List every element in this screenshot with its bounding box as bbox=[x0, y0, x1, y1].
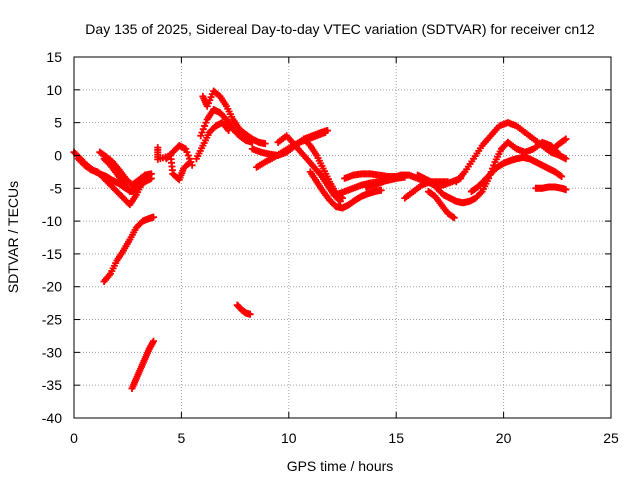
y-tick-label: -30 bbox=[42, 344, 62, 360]
data-point bbox=[377, 186, 385, 194]
grid-lines bbox=[74, 57, 611, 418]
axis-ticks: 0 5 10 15 20 25 15 10 5 0 -5 -10 -15 -20 -25 -30 -35 -40 bbox=[42, 49, 619, 446]
series-arc-22 bbox=[414, 138, 512, 207]
series-arc-25 bbox=[467, 153, 566, 196]
series-arc-10 bbox=[197, 106, 256, 146]
data-point bbox=[126, 188, 134, 196]
data-point bbox=[198, 128, 206, 136]
data-point bbox=[246, 310, 254, 318]
y-tick-label: -20 bbox=[42, 279, 62, 295]
x-tick-label: 25 bbox=[603, 430, 619, 446]
chart-title: Day 135 of 2025, Sidereal Day-to-day VTE… bbox=[85, 21, 595, 37]
x-tick-label: 5 bbox=[178, 430, 186, 446]
data-point bbox=[184, 151, 192, 159]
series-arc-17 bbox=[306, 168, 385, 212]
x-tick-label: 0 bbox=[70, 430, 78, 446]
series-arc-23 bbox=[424, 188, 458, 222]
data-point bbox=[339, 194, 346, 202]
data-point bbox=[558, 172, 566, 180]
series-arc-27 bbox=[532, 183, 570, 194]
x-tick-label: 10 bbox=[281, 430, 297, 446]
series-arc-6 bbox=[128, 337, 157, 392]
data-point bbox=[182, 145, 190, 153]
data-point bbox=[562, 135, 570, 143]
series-arc-4 bbox=[100, 155, 134, 196]
series-arc-5 bbox=[100, 213, 157, 285]
data-point bbox=[444, 178, 452, 186]
data-points bbox=[70, 87, 570, 392]
y-tick-label: -40 bbox=[42, 410, 62, 426]
x-tick-label: 15 bbox=[388, 430, 404, 446]
y-tick-label: 15 bbox=[46, 49, 62, 65]
data-point bbox=[553, 148, 561, 156]
data-point bbox=[449, 213, 457, 221]
series-arc-12 bbox=[233, 301, 254, 318]
y-tick-label: -25 bbox=[42, 312, 62, 328]
x-axis-label: GPS time / hours bbox=[287, 458, 394, 474]
data-point bbox=[450, 214, 458, 222]
data-point bbox=[197, 132, 205, 140]
data-point bbox=[187, 158, 195, 166]
data-point bbox=[147, 170, 155, 178]
y-tick-label: -5 bbox=[50, 180, 63, 196]
y-tick-label: 10 bbox=[46, 82, 62, 98]
data-point bbox=[149, 337, 157, 345]
data-point bbox=[556, 172, 564, 180]
data-point bbox=[201, 122, 209, 130]
data-point bbox=[149, 213, 157, 221]
data-point bbox=[562, 155, 570, 163]
series-arc-2 bbox=[74, 155, 153, 209]
y-axis-label: SDTVAR / TECUs bbox=[5, 181, 21, 293]
series-arc-8 bbox=[162, 142, 196, 169]
data-point bbox=[477, 189, 485, 197]
data-point bbox=[248, 138, 256, 146]
series-arc-28 bbox=[549, 135, 570, 153]
series-arc-9 bbox=[199, 87, 269, 148]
data-point bbox=[188, 161, 196, 169]
series-arc-11 bbox=[192, 119, 233, 163]
y-tick-label: -10 bbox=[42, 213, 62, 229]
y-tick-label: -35 bbox=[42, 377, 62, 393]
data-point bbox=[225, 127, 233, 135]
y-tick-label: 0 bbox=[54, 147, 62, 163]
series-arc-7 bbox=[154, 144, 194, 184]
y-tick-label: -15 bbox=[42, 246, 62, 262]
series-arc-24 bbox=[452, 119, 570, 186]
data-point bbox=[562, 186, 570, 194]
data-point bbox=[202, 119, 210, 127]
data-point bbox=[561, 136, 569, 144]
data-point bbox=[199, 125, 207, 133]
plot-frame bbox=[73, 56, 612, 419]
data-point bbox=[183, 148, 191, 156]
data-point bbox=[321, 128, 329, 136]
data-point bbox=[261, 140, 269, 148]
x-tick-label: 20 bbox=[496, 430, 512, 446]
y-tick-label: 5 bbox=[54, 115, 62, 131]
data-point bbox=[186, 155, 194, 163]
